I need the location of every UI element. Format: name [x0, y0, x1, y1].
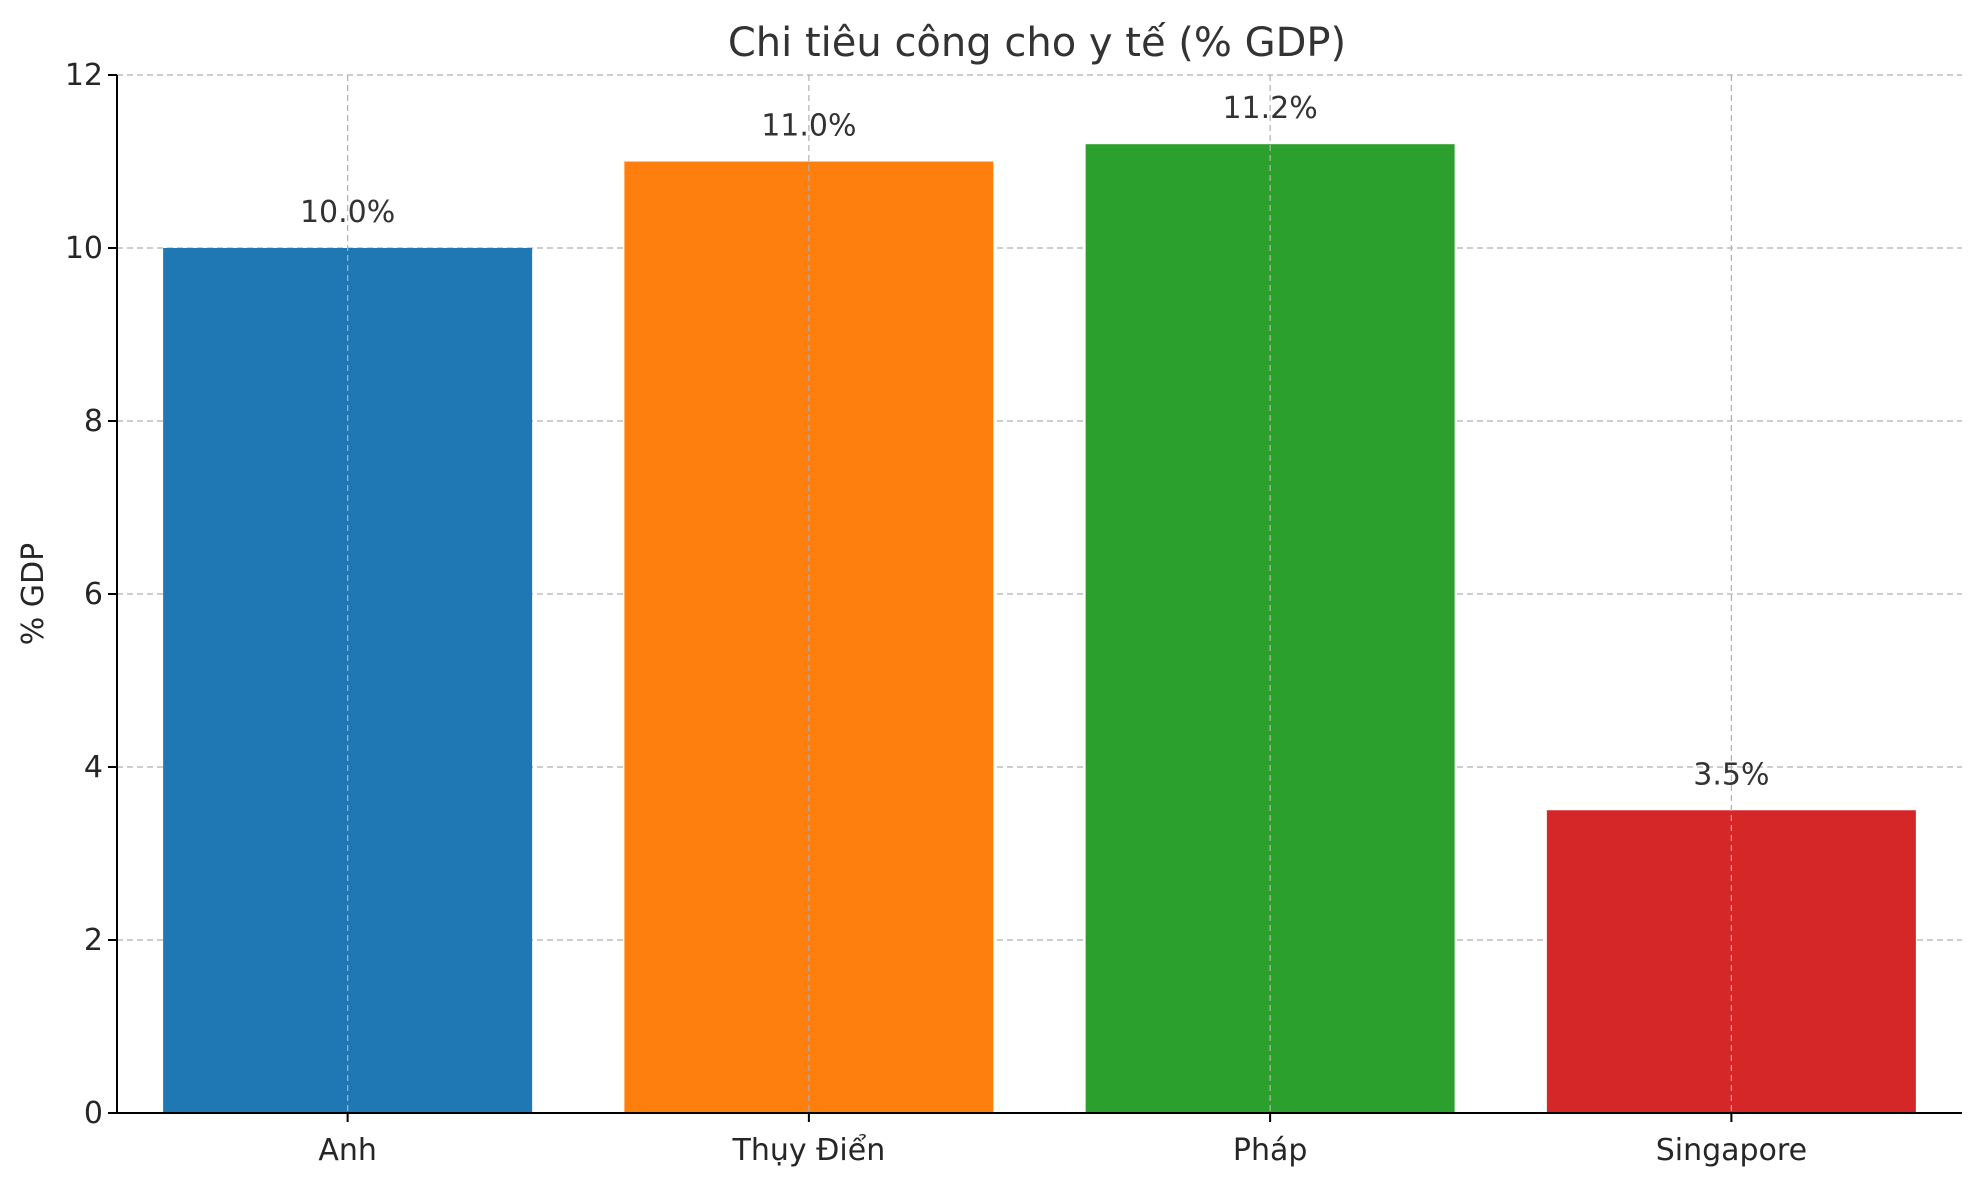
y-tick-label: 0: [84, 1096, 103, 1131]
bar-value-label: 3.5%: [1693, 757, 1769, 792]
bar-value-label: 11.0%: [761, 109, 856, 144]
y-tick-label: 8: [84, 404, 103, 439]
y-tick-label: 6: [84, 577, 103, 612]
bars: [163, 144, 1916, 1113]
y-axis-label: % GDP: [16, 543, 51, 645]
x-tick-label: Singapore: [1656, 1133, 1807, 1168]
chart-title: Chi tiêu công cho y tế (% GDP): [728, 20, 1346, 66]
y-tick-label: 2: [84, 923, 103, 958]
y-axis-ticks: 0 2 4 6 8 10 12: [65, 58, 117, 1131]
x-tick-label: Pháp: [1233, 1133, 1308, 1168]
grid-lines: [117, 74, 1962, 941]
vertical-grid-lines: [347, 75, 1732, 1113]
y-tick-label: 4: [84, 750, 103, 785]
y-tick-label: 10: [65, 231, 103, 266]
bar-value-label: 11.2%: [1222, 91, 1317, 126]
x-tick-label: Anh: [318, 1133, 377, 1168]
x-axis-ticks: Anh Thụy Điển Pháp Singapore: [318, 1113, 1807, 1168]
x-tick-label: Thụy Điển: [732, 1132, 886, 1168]
y-tick-label: 12: [65, 58, 103, 93]
value-labels: 10.0% 11.0% 11.2% 3.5%: [300, 91, 1770, 792]
bar-value-label: 10.0%: [300, 195, 395, 230]
